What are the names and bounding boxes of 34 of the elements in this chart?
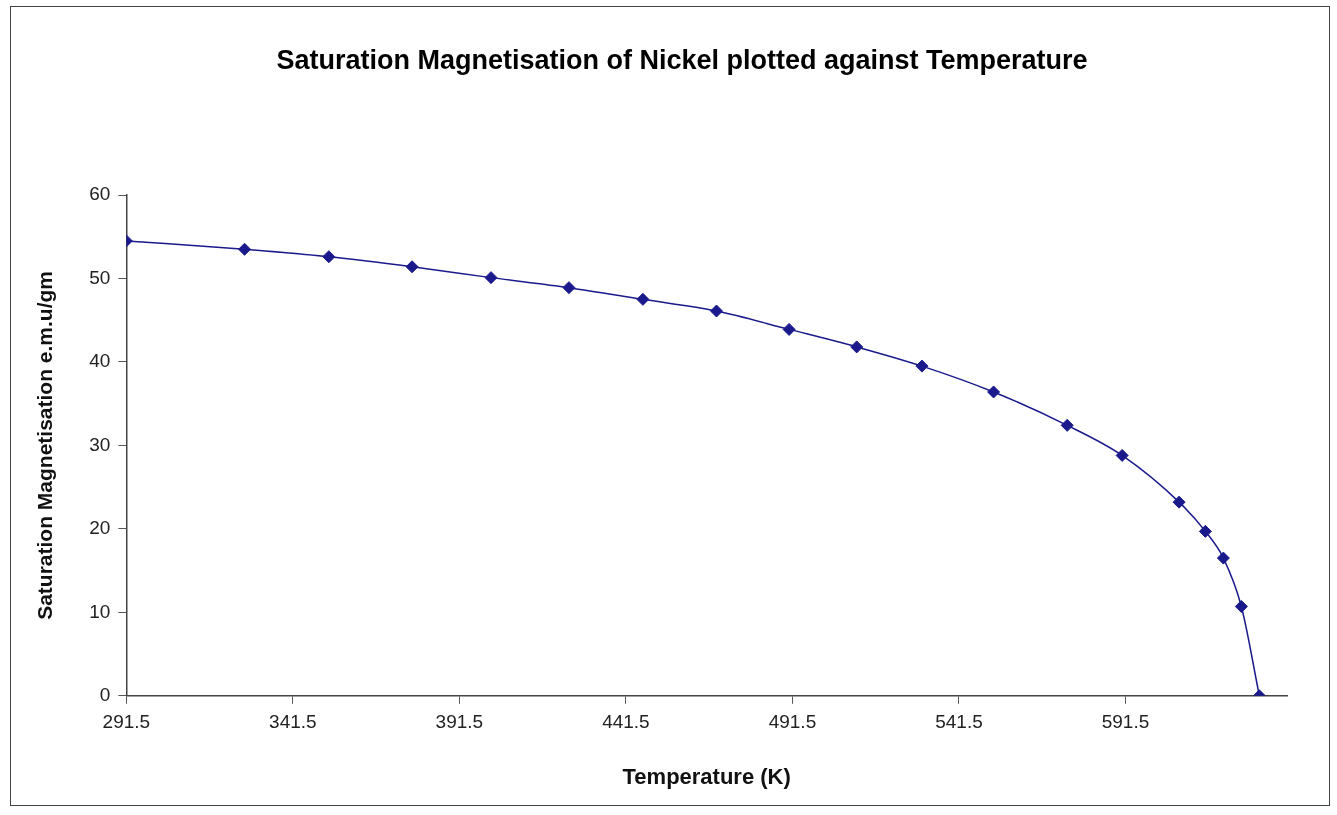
point [1115, 448, 1129, 462]
point [322, 250, 336, 264]
chart-title: Saturation Magnetisation of Nickel plotted against Temperature [275, 44, 1089, 77]
point [1172, 495, 1186, 509]
y-tick-label: 30 [89, 433, 111, 455]
y-tick-label: 60 [89, 183, 111, 205]
x-tick-label: 291.5 [102, 711, 151, 733]
point [1216, 551, 1230, 565]
point [782, 322, 796, 336]
point [405, 260, 419, 274]
x-tick-label: 391.5 [435, 711, 484, 733]
y-tick-label: 20 [89, 517, 111, 539]
x-tick-label: 341.5 [269, 711, 317, 733]
point [987, 385, 1001, 399]
point [562, 281, 576, 295]
x-tick-label: 491.5 [768, 711, 817, 733]
y-tick-label: 10 [89, 600, 111, 622]
y-axis-title: Saturation Magnetisation e.m.u/gm [33, 270, 57, 620]
y-tick-label: 0 [99, 684, 111, 706]
x-tick-label: 441.5 [602, 711, 650, 733]
point [850, 340, 864, 354]
x-tick-label: 541.5 [935, 711, 983, 733]
y-tick-label: 40 [89, 350, 111, 372]
point [484, 271, 498, 285]
point [1234, 599, 1248, 613]
point [709, 304, 723, 318]
point [636, 292, 650, 306]
x-axis-title: Temperature (K) [622, 763, 791, 789]
point [915, 359, 929, 373]
point [1198, 524, 1212, 538]
x-tick-label: 591.5 [1101, 711, 1150, 733]
point [1060, 418, 1074, 432]
point [238, 242, 252, 256]
y-tick-label: 50 [89, 266, 111, 288]
